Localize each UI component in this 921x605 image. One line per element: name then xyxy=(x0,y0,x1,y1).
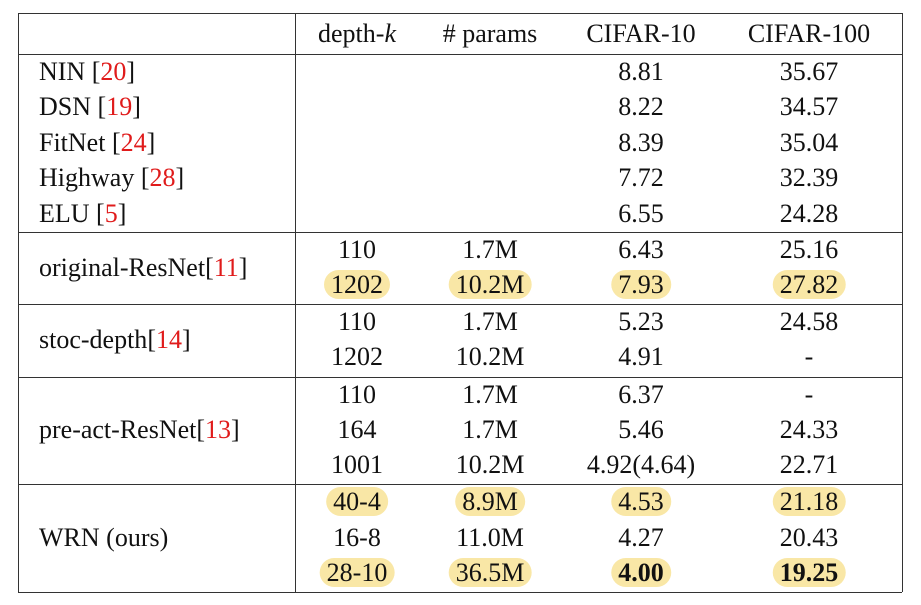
citation-link[interactable]: 13 xyxy=(205,415,232,444)
method-name: Highway [28] xyxy=(39,163,185,192)
cifar100-error: 35.04 xyxy=(779,128,839,157)
cifar10-error: 8.22 xyxy=(618,92,664,121)
cifar10-error: 6.55 xyxy=(618,199,664,228)
highlighted-depth: 28-10 xyxy=(319,558,395,587)
group-rule xyxy=(18,484,902,485)
table-bottom-rule xyxy=(18,592,902,593)
cifar100-error: 25.16 xyxy=(779,235,839,264)
citation-link[interactable]: 20 xyxy=(100,57,127,86)
highlighted-params: 8.9M xyxy=(455,487,525,516)
highlighted-cifar100: 27.82 xyxy=(772,270,846,299)
group-rule xyxy=(18,304,902,305)
depth-value: 110 xyxy=(337,307,377,336)
method-name: NIN [20] xyxy=(39,57,136,86)
best-cifar100: 19.25 xyxy=(772,558,846,587)
params-value: 1.7M xyxy=(462,415,518,444)
cifar10-error: 4.92(4.64) xyxy=(586,450,696,479)
cifar100-error: - xyxy=(804,380,814,409)
method-name: ELU [5] xyxy=(39,199,127,228)
citation-link[interactable]: 14 xyxy=(155,325,182,354)
method-name: original-ResNet[11] xyxy=(39,253,248,282)
cifar10-error: 8.39 xyxy=(618,128,664,157)
method-name: pre-act-ResNet[13] xyxy=(39,415,240,444)
cifar100-error: 35.67 xyxy=(779,57,839,86)
table-top-rule xyxy=(18,13,902,14)
cifar100-error: 32.39 xyxy=(779,163,839,192)
cifar10-error: 4.27 xyxy=(618,523,664,552)
best-cifar10: 4.00 xyxy=(611,558,671,587)
cifar10-error: 8.81 xyxy=(618,57,664,86)
depth-value: 164 xyxy=(337,415,377,444)
citation-link[interactable]: 19 xyxy=(106,92,133,121)
method-name: FitNet [24] xyxy=(39,128,156,157)
highlighted-depth: 1202 xyxy=(324,270,390,299)
depth-value: 110 xyxy=(337,380,377,409)
header-rule xyxy=(18,54,902,55)
highlighted-depth: 40-4 xyxy=(326,487,388,516)
cifar100-error: 24.58 xyxy=(779,307,839,336)
params-value: 1.7M xyxy=(462,307,518,336)
citation-link[interactable]: 28 xyxy=(149,163,176,192)
cifar10-error: 6.43 xyxy=(618,235,664,264)
cifar100-error: - xyxy=(804,342,814,371)
cifar100-error: 24.28 xyxy=(779,199,839,228)
params-value: 1.7M xyxy=(462,235,518,264)
cifar100-error: 22.71 xyxy=(779,450,839,479)
table-right-border xyxy=(902,13,903,592)
column-divider xyxy=(295,13,296,592)
depth-value: 16-8 xyxy=(333,523,381,552)
depth-value: 110 xyxy=(337,235,377,264)
table-left-border xyxy=(18,13,19,592)
highlighted-params: 36.5M xyxy=(448,558,532,587)
header-cifar10: CIFAR-10 xyxy=(586,19,696,48)
cifar10-error: 5.46 xyxy=(618,415,664,444)
cifar100-error: 24.33 xyxy=(779,415,839,444)
cifar10-error: 6.37 xyxy=(618,380,664,409)
group-rule xyxy=(18,232,902,233)
citation-link[interactable]: 24 xyxy=(120,128,147,157)
depth-value: 1001 xyxy=(331,450,383,479)
citation-link[interactable]: 5 xyxy=(104,199,118,228)
cifar10-error: 5.23 xyxy=(618,307,664,336)
method-name: WRN (ours) xyxy=(39,523,169,552)
params-value: 10.2M xyxy=(455,342,525,371)
depth-value: 1202 xyxy=(331,342,383,371)
cifar100-error: 20.43 xyxy=(779,523,839,552)
highlighted-cifar10: 4.53 xyxy=(611,487,671,516)
params-value: 10.2M xyxy=(455,450,525,479)
method-name: stoc-depth[14] xyxy=(39,325,191,354)
header-cifar100: CIFAR-100 xyxy=(747,19,871,48)
highlighted-cifar100: 21.18 xyxy=(772,487,846,516)
params-value: 11.0M xyxy=(456,523,524,552)
params-value: 1.7M xyxy=(462,380,518,409)
header-params: # params xyxy=(442,19,538,48)
citation-link[interactable]: 11 xyxy=(213,253,239,282)
cifar10-error: 7.72 xyxy=(618,163,664,192)
header-depth: depth-k xyxy=(318,19,396,48)
method-name: DSN [19] xyxy=(39,92,141,121)
cifar100-error: 34.57 xyxy=(779,92,839,121)
highlighted-cifar10: 7.93 xyxy=(611,270,671,299)
highlighted-params: 10.2M xyxy=(448,270,532,299)
group-rule xyxy=(18,377,902,378)
cifar10-error: 4.91 xyxy=(618,342,664,371)
